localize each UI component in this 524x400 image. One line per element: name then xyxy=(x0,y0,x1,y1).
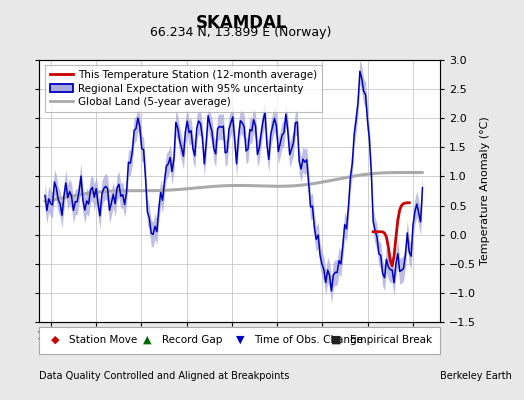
Text: Record Gap: Record Gap xyxy=(161,335,222,345)
Text: ■: ■ xyxy=(331,335,341,345)
Text: Empirical Break: Empirical Break xyxy=(350,335,432,345)
Text: Station Move: Station Move xyxy=(69,335,138,345)
Text: ▼: ▼ xyxy=(235,335,244,345)
Text: Time of Obs. Change: Time of Obs. Change xyxy=(254,335,363,345)
Text: Berkeley Earth: Berkeley Earth xyxy=(440,371,512,381)
Y-axis label: Temperature Anomaly (°C): Temperature Anomaly (°C) xyxy=(481,117,490,265)
Legend: This Temperature Station (12-month average), Regional Expectation with 95% uncer: This Temperature Station (12-month avera… xyxy=(45,65,322,112)
Text: SKAMDAL: SKAMDAL xyxy=(195,14,287,32)
Text: ▲: ▲ xyxy=(143,335,152,345)
Text: Data Quality Controlled and Aligned at Breakpoints: Data Quality Controlled and Aligned at B… xyxy=(39,371,290,381)
Text: ◆: ◆ xyxy=(51,335,60,345)
Text: 66.234 N, 13.899 E (Norway): 66.234 N, 13.899 E (Norway) xyxy=(150,26,332,39)
